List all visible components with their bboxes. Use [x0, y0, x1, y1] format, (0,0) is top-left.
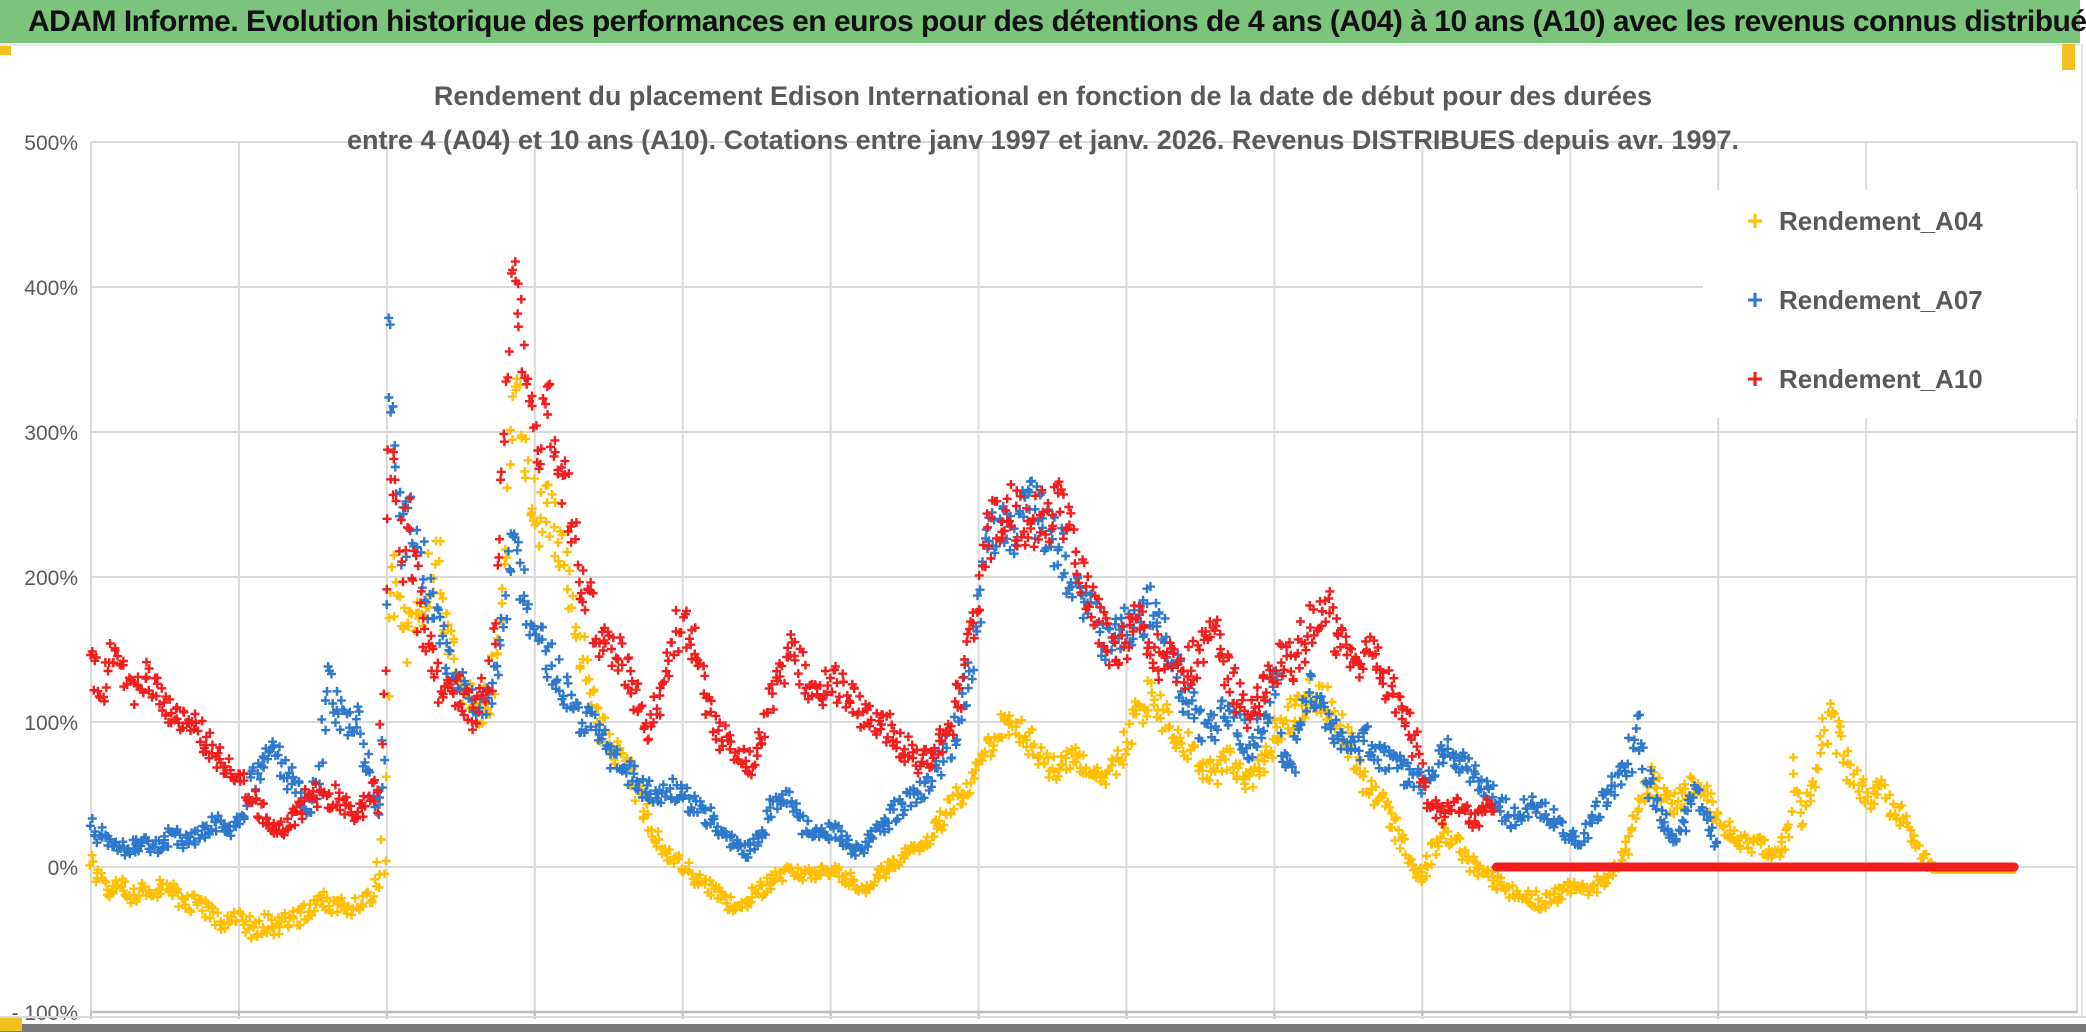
header-bar: ADAM Informe. Evolution historique des p…	[0, 0, 2086, 43]
series-Rendement_A10	[86, 257, 1498, 840]
bottom-divider	[0, 1016, 2086, 1018]
chart-legend: + Rendement_A04 + Rendement_A07 + Rendem…	[1703, 190, 2077, 418]
status-bar	[0, 1024, 2086, 1032]
legend-item-a04[interactable]: + Rendement_A04	[1743, 202, 1983, 240]
header-divider	[0, 43, 2080, 46]
performance-chart[interactable]: 500%400%300%200%100%0%- 100%01/01/199701…	[0, 46, 2086, 1025]
plus-marker-icon: +	[1746, 284, 1764, 315]
legend-item-a10[interactable]: + Rendement_A10	[1743, 360, 1983, 398]
gold-tab-right	[2062, 44, 2075, 70]
y-tick-label: 200%	[24, 567, 78, 590]
legend-label-a07: Rendement_A07	[1779, 284, 1983, 315]
y-tick-label: 300%	[24, 422, 78, 445]
header-title: ADAM Informe. Evolution historique des p…	[28, 4, 2086, 38]
legend-label-a10: Rendement_A10	[1779, 363, 1983, 394]
sheet-right-edge	[2081, 44, 2083, 1016]
plus-marker-icon: +	[1746, 363, 1764, 394]
y-tick-label: 400%	[24, 277, 78, 300]
chart-canvas: 500%400%300%200%100%0%- 100%01/01/199701…	[11, 132, 2078, 1025]
y-tick-label: 0%	[48, 857, 78, 880]
y-tick-label: - 100%	[11, 1002, 78, 1025]
gold-tab-bottom-left	[0, 1018, 22, 1031]
series-Rendement_A07	[85, 313, 1722, 862]
y-tick-label: 500%	[24, 132, 78, 155]
y-tick-label: 100%	[24, 712, 78, 735]
series-Rendement_A04	[85, 374, 1936, 943]
legend-item-a07[interactable]: + Rendement_A07	[1743, 281, 1983, 319]
legend-label-a04: Rendement_A04	[1779, 205, 1983, 236]
plus-marker-icon: +	[1746, 205, 1764, 236]
gold-tab-left	[0, 46, 11, 55]
